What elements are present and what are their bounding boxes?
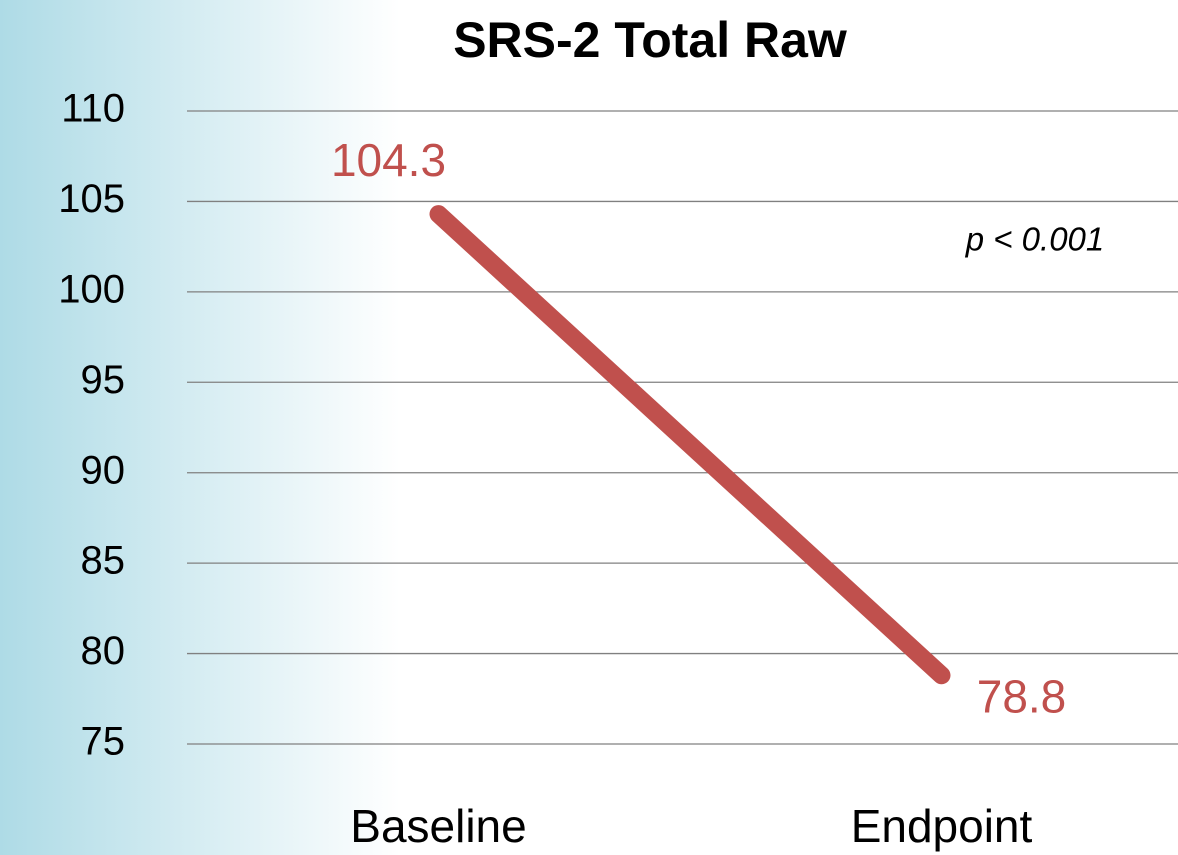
x-tick-label: Baseline [350,800,526,852]
y-tick-label: 80 [81,629,126,673]
y-tick-label: 110 [61,87,125,131]
y-tick-label: 90 [81,448,126,492]
background [0,0,400,855]
y-tick-label: 75 [81,720,126,764]
data-label: 104.3 [331,134,446,186]
y-tick-label: 100 [58,267,125,311]
data-label: 78.8 [977,670,1067,722]
line [429,205,951,685]
y-tick-label: 105 [58,177,125,221]
y-tick-label: 95 [81,358,126,402]
y-tick-label: 85 [81,539,126,583]
annotation: p < 0.001 [965,221,1105,258]
background [400,0,1178,855]
chart-title: SRS-2 Total Raw [453,12,847,68]
x-tick-label: Endpoint [851,800,1033,852]
